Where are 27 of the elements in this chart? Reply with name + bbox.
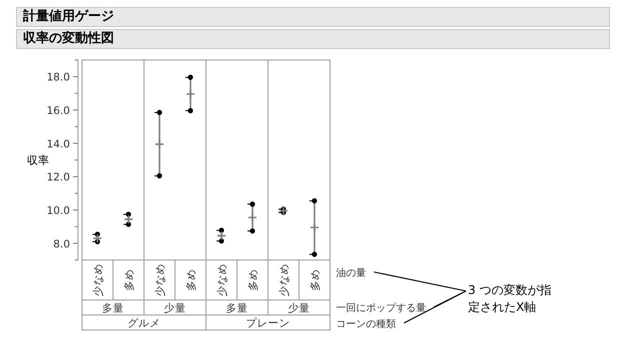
text: グルメ bbox=[128, 318, 160, 330]
x-tick-label: 少なめ bbox=[154, 264, 166, 296]
y-axis-title: 収率 bbox=[27, 154, 49, 167]
y-tick-label: 10.0 bbox=[46, 205, 70, 217]
y-tick-label: 8.0 bbox=[53, 238, 70, 250]
text: 多量 bbox=[102, 302, 124, 314]
y-tick-label: 16.0 bbox=[46, 105, 70, 117]
x-tick-label: 多め bbox=[310, 269, 322, 291]
text: 一回にポップする量 bbox=[336, 302, 426, 314]
x-tick-label: 多め bbox=[248, 269, 260, 291]
x-tick-label: 多め bbox=[186, 269, 198, 291]
x-tick-label: 少なめ bbox=[92, 264, 104, 296]
text: 少量 bbox=[164, 302, 186, 314]
text: 多量 bbox=[226, 302, 248, 314]
text: プレーン bbox=[246, 316, 290, 330]
text: 油の量 bbox=[336, 267, 366, 279]
text: 少量 bbox=[288, 302, 310, 314]
y-tick-label: 18.0 bbox=[46, 72, 70, 84]
chart-subtitle: 収率の変動性図 bbox=[16, 29, 610, 49]
x-tick-label: 多め bbox=[124, 269, 136, 291]
text: 3 つの変数が指定されたX軸 bbox=[468, 282, 552, 316]
text: コーンの種類 bbox=[336, 318, 396, 330]
y-tick-label: 12.0 bbox=[46, 172, 70, 184]
chart-title: 計量値用ゲージ bbox=[16, 7, 610, 27]
y-tick-label: 14.0 bbox=[46, 138, 70, 150]
x-tick-label: 少なめ bbox=[216, 264, 228, 296]
x-tick-label: 少なめ bbox=[278, 264, 290, 296]
